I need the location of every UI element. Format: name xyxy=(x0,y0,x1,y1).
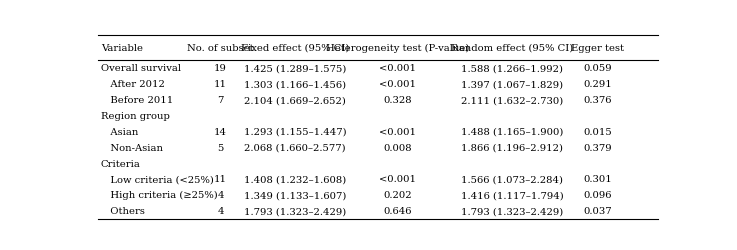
Text: 0.015: 0.015 xyxy=(583,127,612,136)
Text: Egger test: Egger test xyxy=(571,44,624,53)
Text: 0.059: 0.059 xyxy=(583,64,612,73)
Text: High criteria (≥25%): High criteria (≥25%) xyxy=(101,190,217,200)
Text: 2.104 (1.669–2.652): 2.104 (1.669–2.652) xyxy=(244,96,346,105)
Text: 11: 11 xyxy=(214,80,227,89)
Text: Low criteria (<25%): Low criteria (<25%) xyxy=(101,175,214,184)
Text: Random effect (95% CI): Random effect (95% CI) xyxy=(451,44,573,53)
Text: 0.202: 0.202 xyxy=(383,190,412,200)
Text: 1.566 (1.073–2.284): 1.566 (1.073–2.284) xyxy=(461,175,563,184)
Text: 0.301: 0.301 xyxy=(583,175,612,184)
Text: <0.001: <0.001 xyxy=(380,80,416,89)
Text: 0.379: 0.379 xyxy=(583,143,612,152)
Text: 7: 7 xyxy=(217,96,224,105)
Text: Non-Asian: Non-Asian xyxy=(101,143,163,152)
Text: 0.376: 0.376 xyxy=(584,96,612,105)
Text: 0.008: 0.008 xyxy=(383,143,412,152)
Text: 1.349 (1.133–1.607): 1.349 (1.133–1.607) xyxy=(244,190,346,200)
Text: 1.416 (1.117–1.794): 1.416 (1.117–1.794) xyxy=(461,190,563,200)
Text: No. of subset: No. of subset xyxy=(187,44,254,53)
Text: 0.646: 0.646 xyxy=(383,206,412,215)
Text: <0.001: <0.001 xyxy=(380,175,416,184)
Text: <0.001: <0.001 xyxy=(380,64,416,73)
Text: 4: 4 xyxy=(217,206,224,215)
Text: 1.397 (1.067–1.829): 1.397 (1.067–1.829) xyxy=(461,80,563,89)
Text: 1.793 (1.323–2.429): 1.793 (1.323–2.429) xyxy=(461,206,563,215)
Text: Heterogeneity test (P-value): Heterogeneity test (P-value) xyxy=(326,44,469,53)
Text: Variable: Variable xyxy=(101,44,143,53)
Text: 2.111 (1.632–2.730): 2.111 (1.632–2.730) xyxy=(461,96,563,105)
Text: <0.001: <0.001 xyxy=(380,127,416,136)
Text: Criteria: Criteria xyxy=(101,159,141,168)
Text: 0.328: 0.328 xyxy=(383,96,412,105)
Text: After 2012: After 2012 xyxy=(101,80,164,89)
Text: Overall survival: Overall survival xyxy=(101,64,181,73)
Text: 1.425 (1.289–1.575): 1.425 (1.289–1.575) xyxy=(244,64,346,73)
Text: 1.303 (1.166–1.456): 1.303 (1.166–1.456) xyxy=(244,80,346,89)
Text: 2.068 (1.660–2.577): 2.068 (1.660–2.577) xyxy=(244,143,346,152)
Text: Before 2011: Before 2011 xyxy=(101,96,173,105)
Text: 1.793 (1.323–2.429): 1.793 (1.323–2.429) xyxy=(244,206,346,215)
Text: Region group: Region group xyxy=(101,112,170,120)
Text: 1.408 (1.232–1.608): 1.408 (1.232–1.608) xyxy=(244,175,346,184)
Text: 1.488 (1.165–1.900): 1.488 (1.165–1.900) xyxy=(461,127,563,136)
Text: 0.037: 0.037 xyxy=(583,206,612,215)
Text: 1.588 (1.266–1.992): 1.588 (1.266–1.992) xyxy=(461,64,563,73)
Text: 19: 19 xyxy=(214,64,227,73)
Text: Others: Others xyxy=(101,206,144,215)
Text: 0.291: 0.291 xyxy=(583,80,612,89)
Text: 5: 5 xyxy=(217,143,224,152)
Text: 4: 4 xyxy=(217,190,224,200)
Text: 0.096: 0.096 xyxy=(584,190,612,200)
Text: 1.293 (1.155–1.447): 1.293 (1.155–1.447) xyxy=(244,127,346,136)
Text: 14: 14 xyxy=(214,127,227,136)
Text: 11: 11 xyxy=(214,175,227,184)
Text: Asian: Asian xyxy=(101,127,138,136)
Text: 1.866 (1.196–2.912): 1.866 (1.196–2.912) xyxy=(461,143,563,152)
Text: Fixed effect (95% CI): Fixed effect (95% CI) xyxy=(241,44,349,53)
